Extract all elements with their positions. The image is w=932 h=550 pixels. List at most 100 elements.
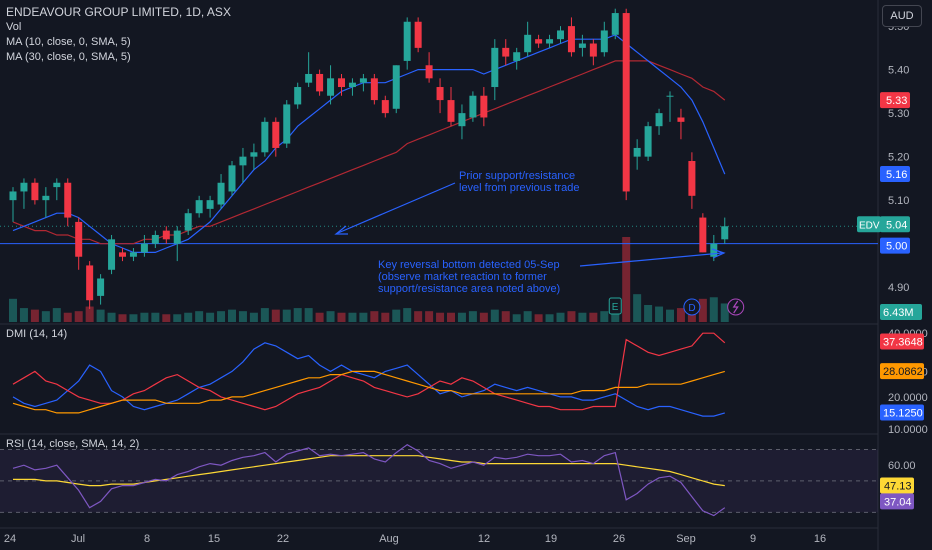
candle-body bbox=[86, 265, 94, 301]
lightning-icon bbox=[732, 300, 739, 314]
main-legend: ENDEAVOUR GROUP LIMITED, 1D, ASX Vol MA … bbox=[6, 5, 231, 65]
volume-bar bbox=[698, 298, 707, 322]
candle-body bbox=[348, 82, 356, 88]
volume-bar bbox=[282, 309, 291, 322]
candle-body bbox=[184, 213, 192, 231]
ma10-price-label-bg bbox=[880, 166, 910, 183]
legend-ma10[interactable]: MA (10, close, 0, SMA, 5) bbox=[6, 36, 131, 48]
volume-bar bbox=[479, 312, 488, 322]
time-tick-label: 16 bbox=[814, 533, 826, 545]
dmi-tick-label: 20.0000 bbox=[888, 392, 928, 404]
rsi-value-label-bg bbox=[880, 493, 914, 510]
candle-body bbox=[250, 152, 258, 157]
volume-bar bbox=[676, 308, 685, 322]
volume-bar bbox=[107, 312, 116, 322]
legend-ma30[interactable]: MA (30, close, 0, SMA, 5) bbox=[6, 51, 131, 63]
volume-bar bbox=[19, 308, 28, 322]
volume-bar bbox=[260, 308, 269, 322]
volume-bar bbox=[403, 308, 412, 322]
reversal-arrow-line bbox=[579, 252, 723, 267]
volume-bar bbox=[436, 312, 445, 322]
volume-bar bbox=[359, 312, 368, 322]
reversal-annotation-line2: (observe market reaction to former bbox=[378, 271, 547, 283]
price-tick-label: 5.20 bbox=[888, 152, 909, 164]
candle-body bbox=[502, 47, 510, 57]
volume-bar bbox=[151, 312, 160, 322]
volume-bar bbox=[271, 309, 280, 322]
candle-body bbox=[261, 121, 269, 153]
candle-body bbox=[469, 95, 477, 118]
volume-bar bbox=[578, 312, 587, 322]
volume-bar bbox=[567, 311, 576, 322]
time-tick-label: 9 bbox=[750, 533, 756, 545]
candle-body bbox=[9, 191, 17, 201]
dmi-tick-label: 10.0000 bbox=[888, 424, 928, 436]
candle-body bbox=[458, 113, 466, 127]
volume-bar bbox=[228, 309, 236, 322]
dmi-minus-line bbox=[12, 332, 726, 411]
volume-bar bbox=[217, 311, 226, 322]
support-annotation[interactable]: Prior support/resistance level from prev… bbox=[459, 170, 579, 194]
volume-value-label: 6.43M bbox=[883, 307, 914, 319]
volume-bar bbox=[644, 305, 653, 322]
support-annotation-line2: level from previous trade bbox=[459, 182, 580, 194]
candle-body bbox=[162, 230, 170, 240]
volume-bar bbox=[425, 311, 434, 322]
volume-bar bbox=[447, 312, 455, 322]
candle-body bbox=[64, 182, 72, 218]
legend-vol[interactable]: Vol bbox=[6, 21, 22, 33]
rsi-tick-label: 60.00 bbox=[888, 460, 916, 472]
candle-body bbox=[513, 52, 521, 61]
time-tick-label: 22 bbox=[277, 533, 289, 545]
candle-body bbox=[546, 39, 554, 44]
support-price-label-bg bbox=[880, 237, 910, 254]
candle-body bbox=[108, 239, 116, 270]
volume-bar bbox=[370, 311, 379, 322]
dmi-value-label-bg bbox=[880, 333, 924, 350]
candle-body bbox=[633, 147, 641, 157]
candle-body bbox=[129, 252, 137, 257]
volume-bar bbox=[173, 314, 182, 322]
volume-bar bbox=[195, 311, 204, 322]
volume-bar bbox=[655, 306, 664, 322]
volume-bar bbox=[501, 311, 510, 322]
candle-body bbox=[140, 243, 148, 253]
volume-bar bbox=[468, 311, 477, 322]
time-tick-label: Aug bbox=[379, 533, 399, 545]
dmi-value-label-bg bbox=[880, 404, 924, 421]
reversal-arrow-head bbox=[711, 248, 726, 259]
dmi-value-label: 28.0862 bbox=[883, 366, 923, 378]
candle-body bbox=[217, 182, 225, 205]
volume-bar bbox=[392, 309, 401, 322]
rsi-legend[interactable]: RSI (14, close, SMA, 14, 2) bbox=[6, 437, 139, 452]
rsi-line bbox=[12, 443, 726, 517]
candle-body bbox=[370, 78, 378, 101]
volume-bar bbox=[633, 294, 642, 322]
candle-body bbox=[294, 87, 302, 105]
volume-bar bbox=[9, 298, 17, 322]
candle-body bbox=[31, 182, 39, 201]
volume-bar bbox=[326, 311, 335, 322]
candle-body bbox=[622, 13, 630, 192]
dividend-marker bbox=[683, 298, 701, 316]
volume-bar bbox=[512, 314, 521, 322]
time-tick-label: 8 bbox=[144, 533, 150, 545]
time-tick-label: Sep bbox=[676, 533, 696, 545]
candle-body bbox=[228, 165, 236, 192]
currency-button[interactable]: AUD bbox=[882, 5, 922, 27]
ma30-price-label: 5.33 bbox=[886, 95, 907, 107]
volume-bar bbox=[622, 237, 631, 322]
time-tick-label: 19 bbox=[545, 533, 557, 545]
candle-body bbox=[480, 95, 488, 118]
symbol-title[interactable]: ENDEAVOUR GROUP LIMITED, 1D, ASX bbox=[6, 5, 231, 19]
dmi-legend[interactable]: DMI (14, 14) bbox=[6, 327, 67, 342]
reversal-annotation-line3: support/resistance area noted above) bbox=[378, 283, 561, 295]
volume-bar bbox=[140, 312, 149, 322]
reversal-annotation[interactable]: Key reversal bottom detected 05-Sep (obs… bbox=[378, 259, 560, 295]
candle-body bbox=[173, 230, 181, 244]
volume-bar bbox=[206, 312, 215, 322]
last-price-label-bg bbox=[880, 216, 910, 233]
candle-body bbox=[600, 30, 608, 53]
rsi-value-label: 37.04 bbox=[884, 496, 912, 508]
